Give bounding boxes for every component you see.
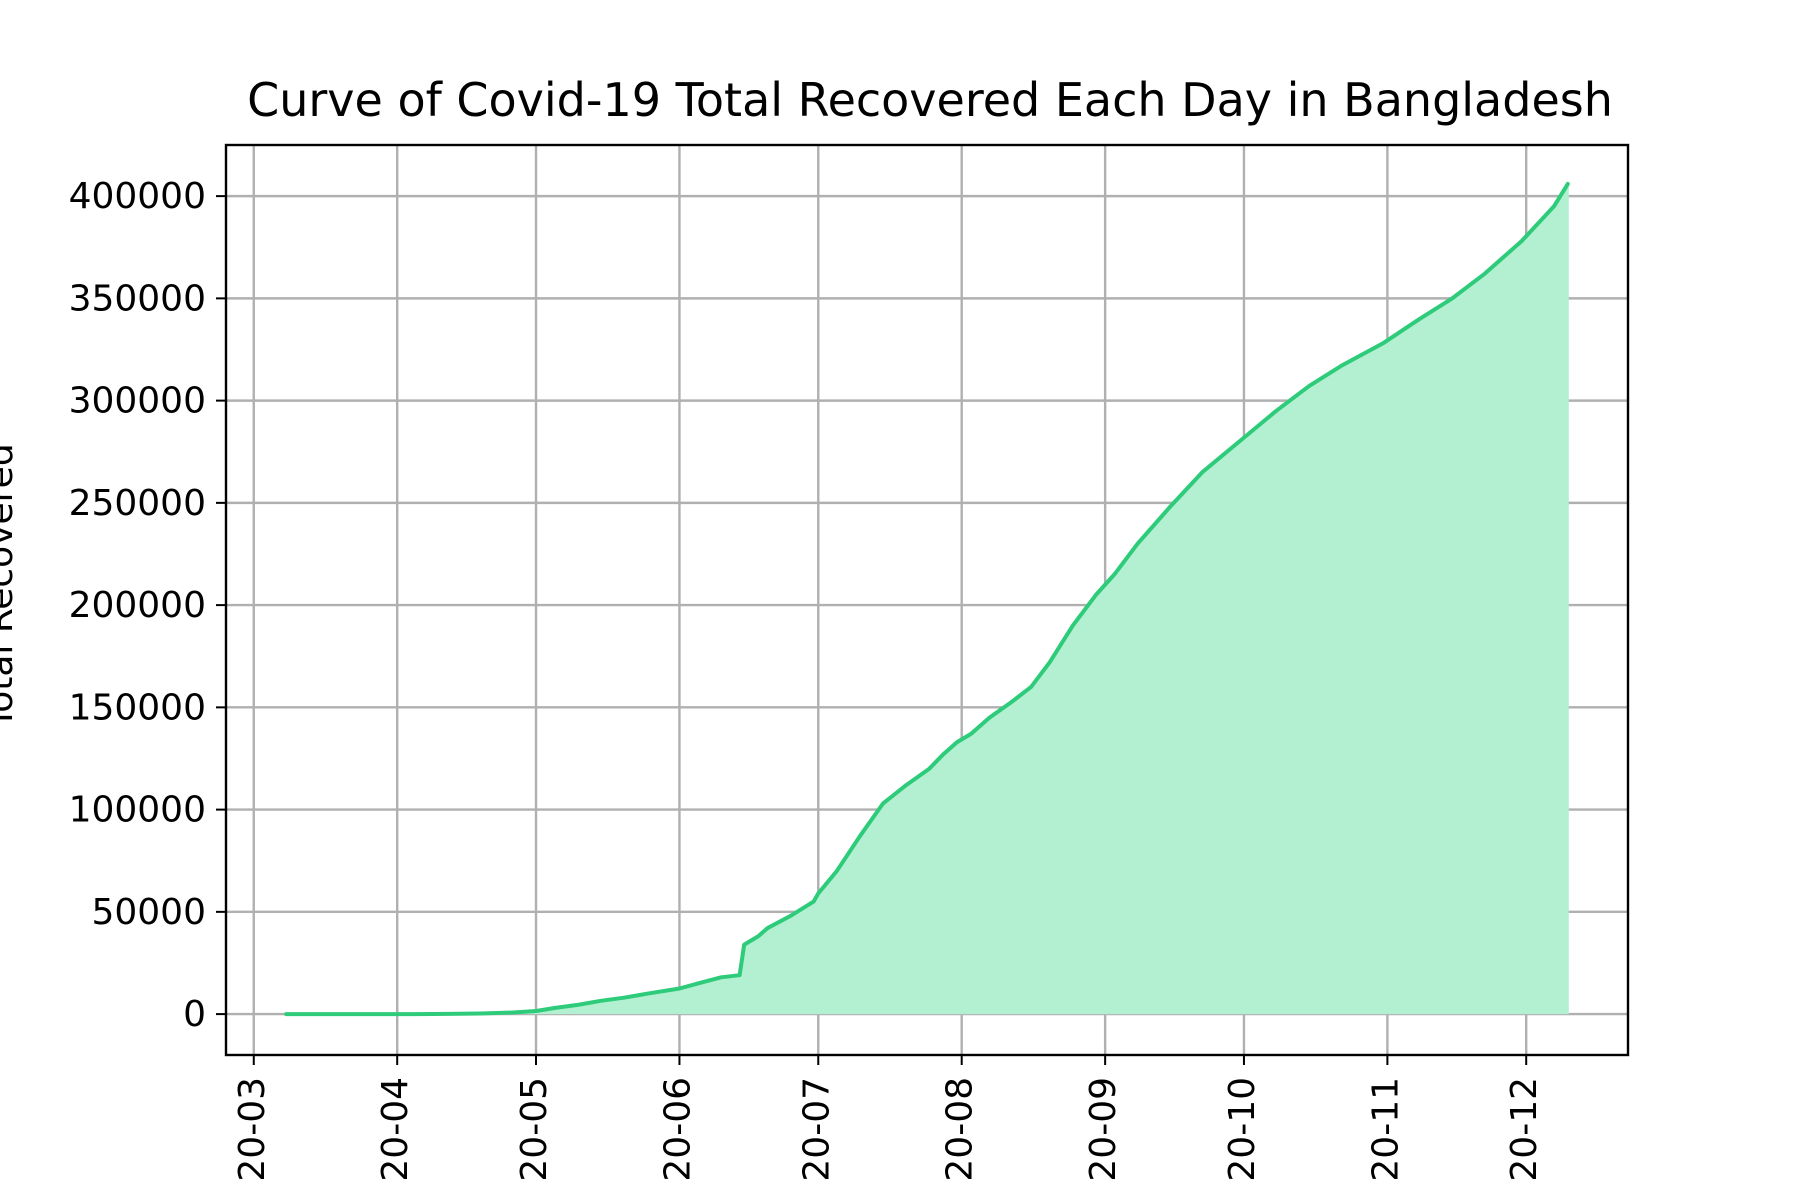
x-tick-label: 20-05 (514, 1077, 555, 1182)
recovered-area-fill (286, 183, 1568, 1015)
x-tick-label: 20-06 (657, 1077, 698, 1182)
y-tick-label: 0 (183, 994, 206, 1035)
chart-title: Curve of Covid-19 Total Recovered Each D… (247, 73, 1613, 127)
x-tick-label: 20-11 (1365, 1077, 1406, 1182)
y-tick-label: 350000 (69, 278, 206, 319)
y-tick-label: 200000 (69, 585, 206, 626)
x-tick-label: 20-07 (796, 1077, 837, 1182)
x-tick-label: 20-03 (232, 1077, 273, 1182)
x-tick-label: 20-12 (1504, 1077, 1545, 1182)
plot-frame (224, 143, 1630, 1057)
x-tick-label: 20-09 (1083, 1077, 1124, 1182)
x-tick-label: 20-10 (1222, 1077, 1263, 1182)
y-tick-label: 250000 (69, 483, 206, 524)
y-axis-label: Total Recovered (0, 443, 21, 729)
ticks: 20-03 20-04 20-05 20-06 20-07 20-08 20-09 20-10… (69, 176, 1546, 1181)
x-tick-label: 20-04 (375, 1077, 416, 1182)
y-tick-label: 300000 (69, 381, 206, 422)
y-tick-label: 50000 (91, 892, 206, 933)
x-tick-label: 20-08 (940, 1077, 981, 1182)
y-tick-label: 100000 (69, 790, 206, 831)
y-tick-label: 150000 (69, 687, 206, 728)
y-tick-label: 400000 (69, 176, 206, 217)
recovered-series-line (284, 181, 1570, 1017)
